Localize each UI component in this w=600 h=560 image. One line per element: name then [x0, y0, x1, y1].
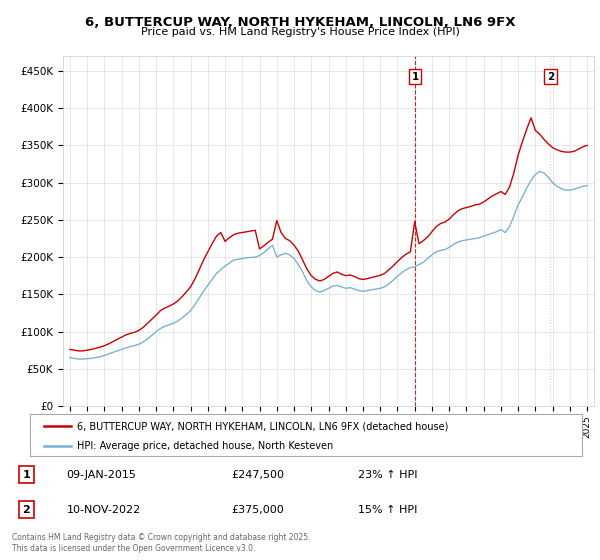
Text: £375,000: £375,000 — [231, 505, 284, 515]
Text: 23% ↑ HPI: 23% ↑ HPI — [358, 470, 417, 479]
Text: 09-JAN-2015: 09-JAN-2015 — [67, 470, 137, 479]
Text: 6, BUTTERCUP WAY, NORTH HYKEHAM, LINCOLN, LN6 9FX (detached house): 6, BUTTERCUP WAY, NORTH HYKEHAM, LINCOLN… — [77, 421, 448, 431]
Text: £247,500: £247,500 — [231, 470, 284, 479]
Text: 1: 1 — [23, 470, 30, 479]
Text: Contains HM Land Registry data © Crown copyright and database right 2025.
This d: Contains HM Land Registry data © Crown c… — [12, 533, 311, 553]
Text: 10-NOV-2022: 10-NOV-2022 — [67, 505, 141, 515]
Text: 1: 1 — [412, 72, 419, 82]
Text: 6, BUTTERCUP WAY, NORTH HYKEHAM, LINCOLN, LN6 9FX: 6, BUTTERCUP WAY, NORTH HYKEHAM, LINCOLN… — [85, 16, 515, 29]
Text: 2: 2 — [23, 505, 30, 515]
Text: 15% ↑ HPI: 15% ↑ HPI — [358, 505, 417, 515]
Text: Price paid vs. HM Land Registry's House Price Index (HPI): Price paid vs. HM Land Registry's House … — [140, 27, 460, 37]
Text: 2: 2 — [547, 72, 554, 82]
Text: HPI: Average price, detached house, North Kesteven: HPI: Average price, detached house, Nort… — [77, 441, 333, 451]
